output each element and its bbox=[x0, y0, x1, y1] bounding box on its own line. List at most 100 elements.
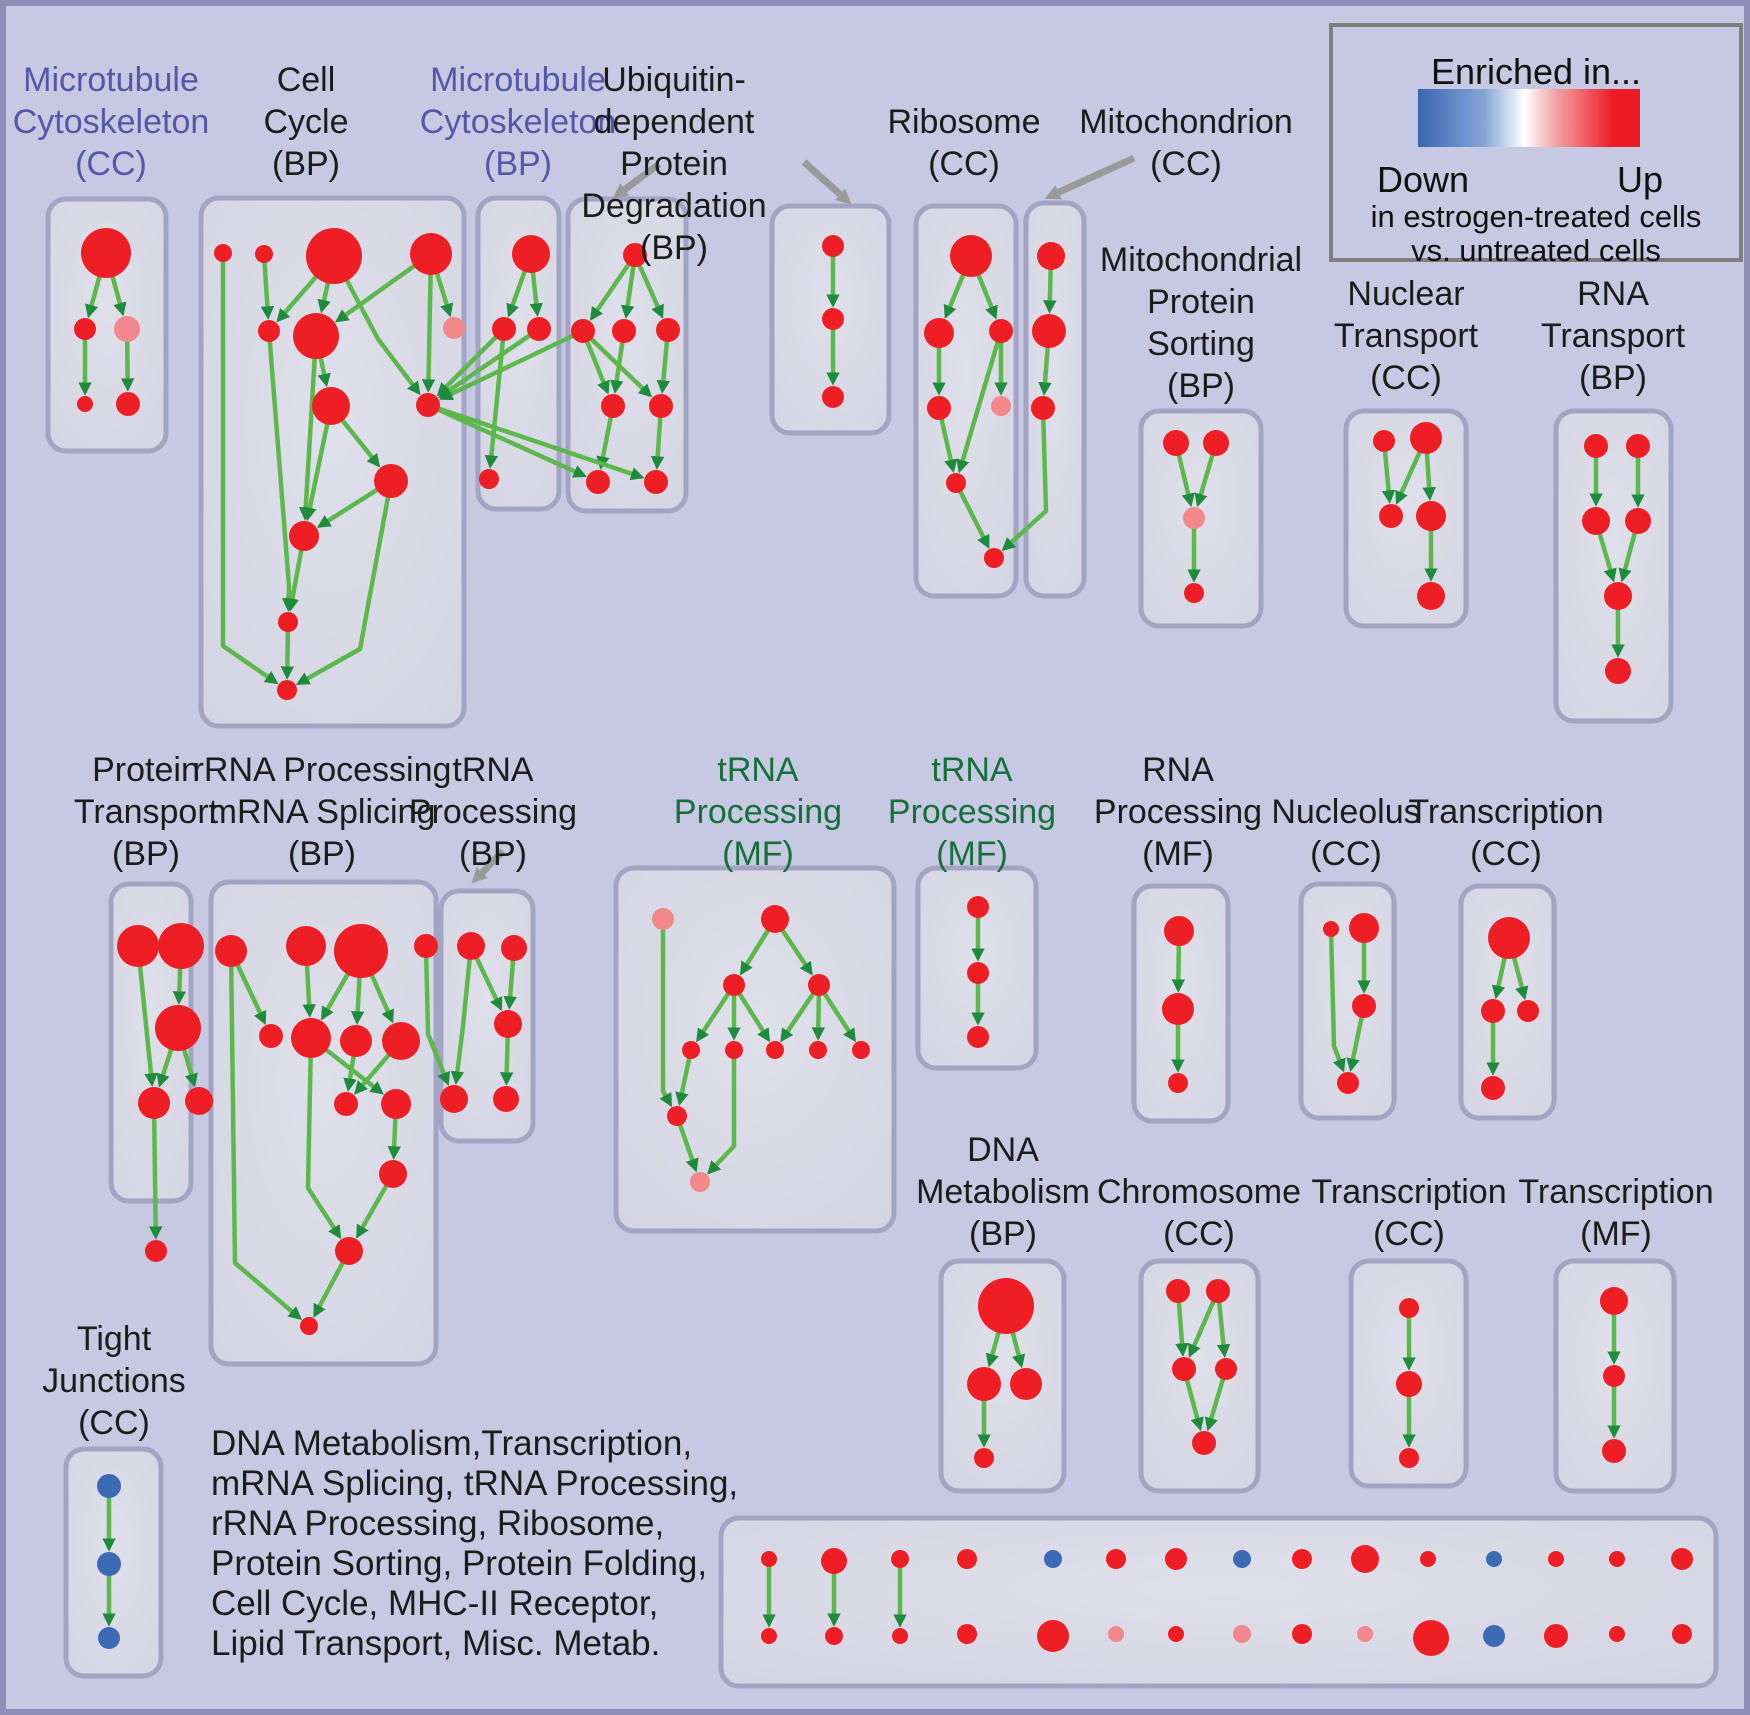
node-cell-cycle-9 bbox=[289, 521, 319, 551]
node-rna-processing-mf-1 bbox=[1162, 993, 1194, 1025]
edge-cell-cycle-3-12 bbox=[421, 253, 436, 393]
cluster-box-misc bbox=[718, 1515, 1719, 1689]
cross-edge-mitochondrion-to-ribosome-5 bbox=[1001, 407, 1049, 552]
node-transcription-cc-3-1 bbox=[1396, 1371, 1422, 1397]
node-rrna-6 bbox=[340, 1025, 372, 1057]
cluster-label-mito-sorting-line-4: (BP) bbox=[1167, 367, 1235, 405]
footnote-line-5: Cell Cycle, MHC-II Receptor, bbox=[211, 1584, 659, 1623]
node-trna-bp-0 bbox=[457, 932, 485, 960]
cluster-label-dna-metabolism-line-1: DNA bbox=[967, 1131, 1039, 1169]
cluster-label-microtubule-bp-line-3: (BP) bbox=[484, 145, 552, 183]
node-cell-cycle-0 bbox=[214, 244, 232, 262]
node-rrna-9 bbox=[381, 1089, 411, 1119]
node-mitochondrion-2 bbox=[1031, 396, 1055, 420]
node-trna-mf-large-0 bbox=[652, 908, 674, 930]
edge-cell-cycle-5-9 bbox=[298, 335, 319, 521]
node-chromosome-3 bbox=[1215, 1358, 1237, 1380]
edge-nucleolus-0-3 bbox=[1328, 928, 1346, 1073]
edge-ribosome-5-6 bbox=[953, 481, 990, 549]
node-misc-21 bbox=[1168, 1626, 1184, 1642]
cluster-box-transcription-cc-2 bbox=[1458, 883, 1557, 1121]
cluster-label-microtubule-bp-line-1: Microtubule bbox=[430, 61, 606, 99]
cluster-label-rna-transport-line-2: Transport bbox=[1540, 317, 1686, 355]
cluster-label-rna-transport-line-1: RNA bbox=[1577, 275, 1649, 313]
node-misc-14 bbox=[1671, 1548, 1693, 1570]
node-transcription-mf-1 bbox=[1603, 1365, 1625, 1387]
cluster-box-rrna bbox=[208, 879, 439, 1367]
node-mito-sorting-3 bbox=[1184, 583, 1204, 603]
node-trna-mf-large-8 bbox=[852, 1041, 870, 1059]
node-ubiquitin-1 bbox=[571, 319, 595, 343]
node-mito-sorting-2 bbox=[1183, 507, 1205, 529]
node-transcription-cc-2-0 bbox=[1488, 917, 1530, 959]
cross-edge-ubiquitin-to-cell-cycle-2 bbox=[439, 328, 584, 401]
node-ubiquitin-4 bbox=[601, 394, 625, 418]
node-rrna-0 bbox=[215, 935, 247, 967]
mitochondrion-label-arrow-icon bbox=[1044, 154, 1136, 200]
node-ubiquitin-3 bbox=[656, 318, 680, 342]
cluster-label-cell-cycle-line-1: Cell bbox=[276, 61, 336, 99]
node-transcription-mf-0 bbox=[1600, 1287, 1628, 1315]
footnote-line-4: Protein Sorting, Protein Folding, bbox=[211, 1544, 708, 1583]
legend-subtitle-line2: vs. untreated cells bbox=[1411, 233, 1661, 268]
node-misc-10 bbox=[1420, 1551, 1436, 1567]
cluster-label-mito-sorting-line-3: Sorting bbox=[1147, 325, 1255, 363]
cluster-label-mito-sorting-line-1: Mitochondrial bbox=[1099, 241, 1303, 279]
node-cell-cycle-7 bbox=[312, 387, 350, 425]
cluster-label-transcription-cc-3-line-2: (CC) bbox=[1373, 1215, 1445, 1253]
node-misc-2 bbox=[891, 1550, 909, 1568]
node-chromosome-4 bbox=[1192, 1431, 1216, 1455]
node-nuclear-transport-4 bbox=[1417, 582, 1445, 610]
cluster-label-rna-processing-mf-line-1: RNA bbox=[1142, 751, 1214, 789]
cluster-label-ubiquitin-line-5: (BP) bbox=[640, 229, 708, 267]
node-misc-12 bbox=[1548, 1551, 1564, 1567]
node-misc-13 bbox=[1609, 1551, 1625, 1567]
cluster-label-trna-mf-small-line-1: tRNA bbox=[931, 751, 1013, 789]
node-rrna-5 bbox=[291, 1018, 331, 1058]
node-nucleolus-2 bbox=[1352, 994, 1376, 1018]
node-misc-23 bbox=[1292, 1624, 1312, 1644]
node-misc-19 bbox=[1037, 1620, 1069, 1652]
node-misc-8 bbox=[1292, 1549, 1312, 1569]
node-transcription-mf-2 bbox=[1602, 1439, 1626, 1463]
cluster-label-nuclear-transport-line-3: (CC) bbox=[1370, 359, 1442, 397]
cluster-label-nucleolus-line-2: (CC) bbox=[1310, 835, 1382, 873]
edge-rrna-0-12 bbox=[228, 950, 302, 1321]
cluster-label-trna-mf-small-line-3: (MF) bbox=[936, 835, 1008, 873]
node-mitochondrion-0 bbox=[1037, 242, 1065, 270]
node-nucleolus-1 bbox=[1349, 913, 1379, 943]
cluster-label-ubiquitin-line-4: Degradation bbox=[581, 187, 767, 225]
cluster-label-chromosome-line-1: Chromosome bbox=[1096, 1173, 1302, 1211]
node-microtubule-cc-4 bbox=[116, 392, 140, 416]
node-nuclear-transport-1 bbox=[1410, 422, 1442, 454]
node-ribosome-0 bbox=[950, 235, 992, 277]
node-mito-sorting-0 bbox=[1163, 430, 1189, 456]
node-trna-mf-large-9 bbox=[667, 1106, 687, 1126]
cluster-label-nuclear-transport-line-1: Nuclear bbox=[1347, 275, 1465, 313]
cluster-label-trna-bp-line-1: tRNA bbox=[452, 751, 534, 789]
cluster-box-rna-transport bbox=[1553, 408, 1674, 724]
node-protein-transport-0 bbox=[117, 925, 159, 967]
node-misc-9 bbox=[1351, 1545, 1379, 1573]
node-trna-mf-large-4 bbox=[682, 1041, 700, 1059]
node-cell-cycle-5 bbox=[293, 313, 339, 359]
node-rna-transport-2 bbox=[1582, 507, 1610, 535]
legend-down-label: Down bbox=[1376, 159, 1470, 200]
node-rrna-7 bbox=[382, 1022, 420, 1060]
node-trna-mf-large-10 bbox=[690, 1172, 710, 1192]
node-microtubule-cc-2 bbox=[114, 316, 140, 342]
node-transcription-cc-3-0 bbox=[1399, 1298, 1419, 1318]
cluster-box-dna-metabolism bbox=[938, 1258, 1067, 1494]
ubiquitin-label-arrow-left-icon bbox=[612, 161, 662, 199]
node-rrna-4 bbox=[259, 1024, 283, 1048]
diagram-svg bbox=[45, 154, 1719, 1689]
node-microtubule-cc-3 bbox=[77, 396, 93, 412]
node-ubiquitin-0 bbox=[623, 243, 647, 267]
cluster-box-ubiquitin bbox=[565, 196, 689, 514]
node-misc-20 bbox=[1108, 1626, 1124, 1642]
node-rrna-2 bbox=[334, 924, 388, 978]
edge-trna-mf-large-0-9 bbox=[659, 919, 673, 1108]
node-microtubule-bp-3 bbox=[479, 469, 499, 489]
trna-bp-label-arrow-icon bbox=[471, 848, 506, 884]
